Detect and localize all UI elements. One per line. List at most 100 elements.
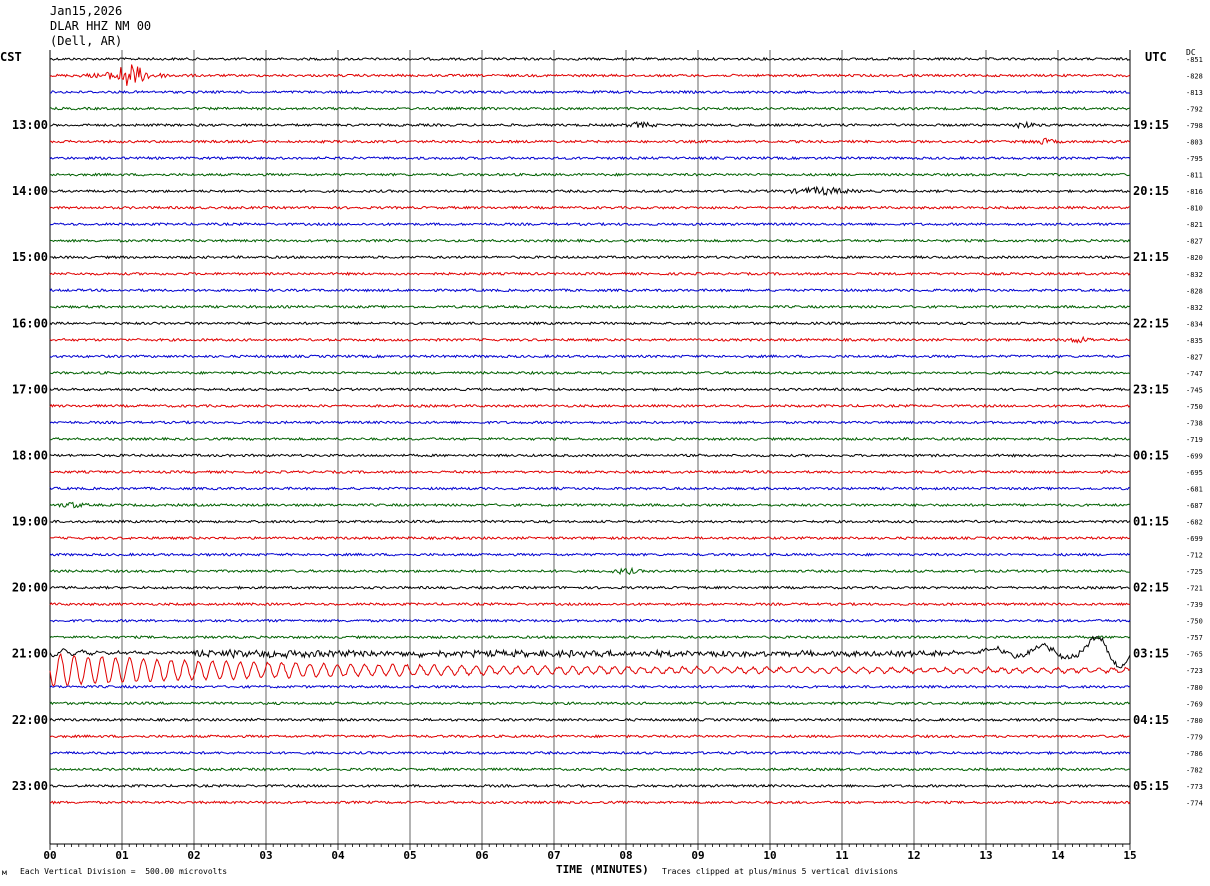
utc-axis-title: UTC xyxy=(1145,50,1167,64)
cst-hour-label: 19:00 xyxy=(12,515,48,529)
dc-offset-label: -834 xyxy=(1186,320,1203,328)
header-date: Jan15,2026 xyxy=(50,4,123,18)
utc-hour-label: 05:15 xyxy=(1133,779,1169,793)
x-tick-label: 00 xyxy=(43,849,56,862)
trace-line xyxy=(49,635,1131,640)
trace-line xyxy=(49,238,1131,244)
trace-line xyxy=(49,635,1131,669)
trace-line xyxy=(49,684,1131,689)
trace-line xyxy=(49,370,1131,376)
trace-line xyxy=(49,403,1131,408)
dc-offset-label: -821 xyxy=(1186,221,1203,229)
dc-offset-label: -750 xyxy=(1186,618,1203,626)
trace-line xyxy=(49,566,1131,576)
dc-offset-label: -810 xyxy=(1186,205,1203,213)
x-tick-label: 03 xyxy=(259,849,272,862)
dc-offset-label: -798 xyxy=(1186,122,1203,130)
trace-line xyxy=(49,387,1131,392)
trace-line xyxy=(49,800,1131,805)
trace-line xyxy=(49,552,1131,557)
trace-line xyxy=(49,321,1131,326)
dc-offset-label: -813 xyxy=(1186,89,1203,97)
utc-hour-label: 02:15 xyxy=(1133,581,1169,595)
dc-offset-label: -712 xyxy=(1186,552,1203,560)
trace-line xyxy=(49,601,1131,607)
trace-line xyxy=(49,519,1131,524)
x-tick-label: 11 xyxy=(835,849,849,862)
dc-offset-label: -769 xyxy=(1186,700,1203,708)
trace-line xyxy=(49,304,1131,310)
cst-hour-label: 23:00 xyxy=(12,779,48,793)
cst-hour-label: 17:00 xyxy=(12,382,48,396)
trace-line xyxy=(49,172,1131,177)
utc-hour-label: 03:15 xyxy=(1133,647,1169,661)
x-tick-label: 04 xyxy=(331,849,345,862)
trace-line xyxy=(49,271,1131,277)
dc-offset-label: -682 xyxy=(1186,519,1203,527)
cst-hour-label: 13:00 xyxy=(12,118,48,132)
utc-hour-label: 23:15 xyxy=(1133,382,1169,396)
trace-line xyxy=(49,89,1131,95)
cst-hour-label: 15:00 xyxy=(12,250,48,264)
dc-offset-label: -827 xyxy=(1186,353,1203,361)
trace-line xyxy=(49,701,1131,706)
cst-hour-label: 14:00 xyxy=(12,184,48,198)
x-tick-label: 02 xyxy=(187,849,200,862)
dc-offset-label: -739 xyxy=(1186,601,1203,609)
x-tick-label: 01 xyxy=(115,849,129,862)
clip-note: Traces clipped at plus/minus 5 vertical … xyxy=(662,867,899,876)
dc-offset-label: -745 xyxy=(1186,386,1203,394)
x-tick-label: 15 xyxy=(1123,849,1136,862)
trace-line xyxy=(50,137,1131,145)
x-tick-label: 06 xyxy=(475,849,489,862)
trace-line xyxy=(49,205,1131,210)
dc-offset-label: -827 xyxy=(1186,238,1203,246)
trace-line xyxy=(49,354,1131,359)
dc-offset-label: -832 xyxy=(1186,304,1203,312)
trace-line xyxy=(49,767,1131,772)
x-tick-label: 14 xyxy=(1051,849,1065,862)
trace-line xyxy=(49,618,1131,624)
dc-offset-label: -738 xyxy=(1186,419,1203,427)
cst-hour-label: 22:00 xyxy=(12,713,48,727)
utc-hour-label: 00:15 xyxy=(1133,448,1169,462)
header-station: DLAR HHZ NM 00 xyxy=(50,19,152,33)
utc-hour-label: 19:15 xyxy=(1133,118,1169,132)
dc-offset-label: -832 xyxy=(1186,271,1203,279)
cst-axis-title: CST xyxy=(0,50,22,64)
dc-offset-label: -828 xyxy=(1186,287,1203,295)
trace-line xyxy=(49,750,1131,756)
x-tick-label: 07 xyxy=(547,849,560,862)
trace-line xyxy=(49,717,1131,723)
dc-offset-label: -795 xyxy=(1186,155,1203,163)
dc-offset-label: -803 xyxy=(1186,139,1203,147)
utc-hour-label: 01:15 xyxy=(1133,515,1169,529)
cst-hour-label: 21:00 xyxy=(12,647,48,661)
x-axis-label: TIME (MINUTES) xyxy=(556,863,649,876)
dc-offset-label: -695 xyxy=(1186,469,1203,477)
dc-offset-label: -721 xyxy=(1186,585,1203,593)
x-tick-label: 09 xyxy=(691,849,704,862)
trace-line xyxy=(49,335,1131,344)
dc-offset-label: -725 xyxy=(1186,568,1203,576)
trace-line xyxy=(49,64,1131,86)
dc-offset-label: -851 xyxy=(1186,56,1203,64)
trace-line xyxy=(49,255,1131,260)
corner-mark: м xyxy=(2,868,7,877)
dc-offset-label: -780 xyxy=(1186,684,1203,692)
dc-offset-label: -681 xyxy=(1186,486,1203,494)
trace-line xyxy=(49,106,1131,111)
trace-line xyxy=(49,453,1131,458)
trace-line xyxy=(49,56,1131,62)
trace-line xyxy=(49,585,1130,590)
dc-offset-label: -773 xyxy=(1186,783,1203,791)
dc-offset-label: -835 xyxy=(1186,337,1203,345)
vertical-division-note: Each Vertical Division = 500.00 microvol… xyxy=(20,867,228,876)
x-tick-label: 08 xyxy=(619,849,632,862)
trace-line xyxy=(49,436,1131,442)
trace-line xyxy=(49,783,1131,789)
utc-hour-label: 04:15 xyxy=(1133,713,1169,727)
header-location: (Dell, AR) xyxy=(50,34,123,48)
cst-hour-label: 16:00 xyxy=(12,316,48,330)
